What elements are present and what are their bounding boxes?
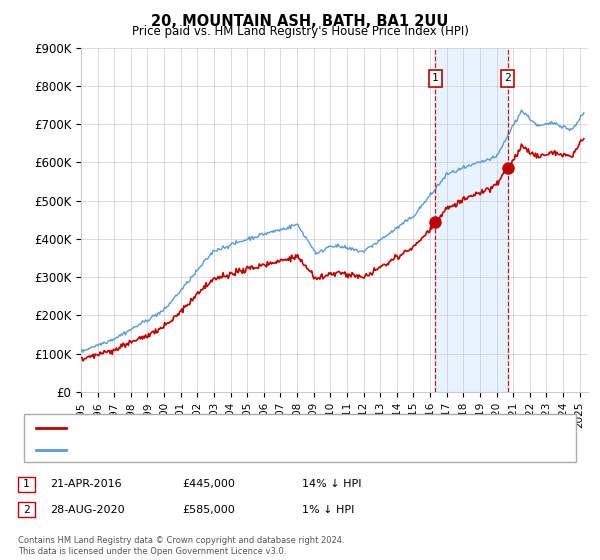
Text: 20, MOUNTAIN ASH, BATH, BA1 2UU (detached house): 20, MOUNTAIN ASH, BATH, BA1 2UU (detache… bbox=[75, 423, 356, 433]
Text: Price paid vs. HM Land Registry's House Price Index (HPI): Price paid vs. HM Land Registry's House … bbox=[131, 25, 469, 38]
Text: 21-APR-2016: 21-APR-2016 bbox=[50, 479, 121, 489]
Bar bbox=[435, 48, 508, 392]
Text: Contains HM Land Registry data © Crown copyright and database right 2024.
This d: Contains HM Land Registry data © Crown c… bbox=[18, 536, 344, 556]
Text: 1: 1 bbox=[23, 479, 30, 489]
Text: 28-AUG-2020: 28-AUG-2020 bbox=[50, 505, 124, 515]
Text: £585,000: £585,000 bbox=[182, 505, 235, 515]
Text: 1% ↓ HPI: 1% ↓ HPI bbox=[302, 505, 354, 515]
Text: £445,000: £445,000 bbox=[182, 479, 235, 489]
Text: 14% ↓ HPI: 14% ↓ HPI bbox=[302, 479, 361, 489]
Text: HPI: Average price, detached house, Bath and North East Somerset: HPI: Average price, detached house, Bath… bbox=[75, 445, 427, 455]
Text: 2: 2 bbox=[504, 73, 511, 83]
Text: 20, MOUNTAIN ASH, BATH, BA1 2UU: 20, MOUNTAIN ASH, BATH, BA1 2UU bbox=[151, 14, 449, 29]
Text: 1: 1 bbox=[432, 73, 439, 83]
Text: 2: 2 bbox=[23, 505, 30, 515]
